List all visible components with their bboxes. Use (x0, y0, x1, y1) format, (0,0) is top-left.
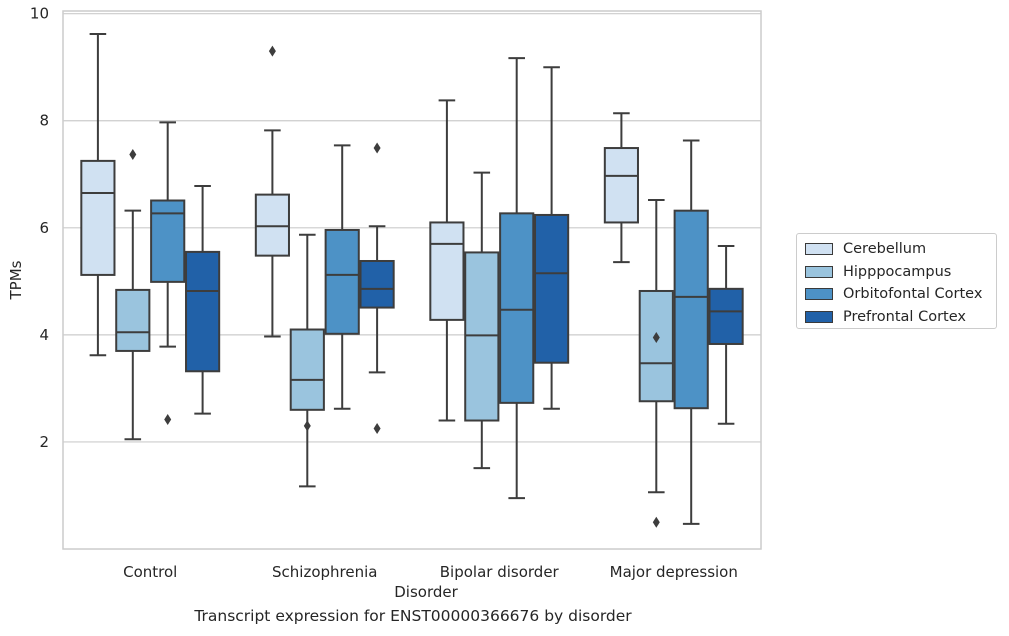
legend-label: Hipppocampus (843, 263, 952, 280)
y-axis-label: TPMs (7, 260, 25, 300)
iqr-box (673, 209, 709, 410)
box-3-0 (185, 185, 221, 415)
legend-item-prefrontal-cortex: Prefrontal Cortex (805, 306, 996, 329)
y-tick-label: 10 (30, 5, 49, 23)
iqr-box (289, 328, 325, 411)
iqr-box (499, 212, 535, 404)
outlier-point (164, 413, 172, 425)
legend-swatch (805, 243, 833, 256)
box-2-3 (673, 139, 709, 525)
iqr-box (185, 250, 221, 373)
legend: Cerebellum Hipppocampus Orbitofontal Cor… (796, 233, 997, 329)
x-tick-label: Control (123, 563, 177, 581)
y-tick-label: 6 (39, 219, 49, 237)
outlier-point (129, 148, 137, 160)
iqr-box (534, 213, 570, 364)
box-1-3 (638, 198, 674, 528)
x-tick-label: Major depression (610, 563, 738, 581)
iqr-box (708, 287, 744, 345)
legend-item-cerebellum: Cerebellum (805, 238, 996, 261)
x-axis-label: Disorder (394, 583, 458, 601)
iqr-box (324, 228, 360, 335)
outlier-point (268, 45, 276, 57)
plot-frame (62, 10, 762, 550)
iqr-box (254, 193, 290, 257)
y-tick-label: 2 (39, 433, 49, 451)
legend-label: Prefrontal Cortex (843, 308, 966, 325)
box-3-1 (359, 142, 395, 435)
box-1-0 (115, 148, 151, 441)
box-3-3 (708, 245, 744, 425)
box-2-0 (150, 121, 186, 425)
outlier-point (652, 516, 660, 528)
box-0-0 (80, 33, 116, 357)
axis-ticks: 2 4 6 8 10 Control Schizophrenia Bipolar disord… (30, 5, 738, 581)
outlier-point (373, 142, 381, 154)
box-2-2 (499, 57, 535, 500)
y-tick-label: 8 (39, 112, 49, 130)
legend-item-hippocampus: Hipppocampus (805, 261, 996, 284)
legend-label: Cerebellum (843, 241, 927, 258)
chart-caption: Transcript expression for ENST0000036667… (194, 607, 632, 625)
iqr-box (80, 159, 116, 276)
outlier-point (652, 332, 660, 344)
iqr-box (429, 221, 465, 321)
box-3-2 (534, 66, 570, 410)
iqr-box (115, 288, 151, 352)
x-tick-label: Bipolar disorder (440, 563, 560, 581)
legend-item-orbitofrontal-cortex: Orbitofontal Cortex (805, 283, 996, 306)
x-tick-label: Schizophrenia (272, 563, 377, 581)
outlier-point (373, 423, 381, 435)
box-1-1 (289, 233, 325, 488)
boxes (80, 33, 744, 528)
box-0-2 (429, 99, 465, 422)
legend-swatch (805, 265, 833, 278)
box-1-2 (464, 171, 500, 470)
iqr-box (603, 147, 639, 224)
iqr-box (359, 259, 395, 309)
box-2-1 (324, 144, 360, 410)
outlier-point (303, 420, 311, 432)
legend-swatch (805, 310, 833, 323)
legend-label: Orbitofontal Cortex (843, 286, 983, 303)
y-tick-label: 4 (39, 326, 49, 344)
iqr-box (464, 251, 500, 422)
box-0-1 (254, 45, 290, 338)
iqr-box (638, 289, 674, 403)
legend-swatch (805, 288, 833, 301)
box-0-3 (603, 112, 639, 264)
